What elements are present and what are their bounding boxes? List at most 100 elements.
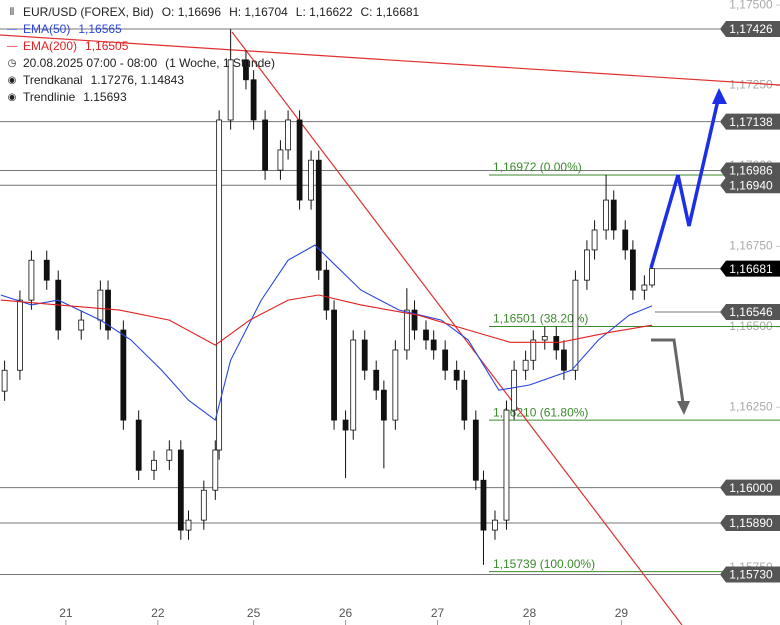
candle-body <box>641 284 648 291</box>
interval: (1 Woche, 1 Stunde) <box>165 56 275 70</box>
candle-body <box>561 349 567 371</box>
candle-body <box>511 369 518 411</box>
legend: ⫴ EUR/USD (FOREX, Bid) O: 1,16696 H: 1,1670… <box>6 4 419 106</box>
price-tag-label: 1,16000 <box>729 481 773 495</box>
price-tag-label: 1,16681 <box>729 262 773 276</box>
projection-down <box>651 338 685 404</box>
candle-body <box>342 419 349 431</box>
candle-body <box>105 289 111 331</box>
candle-body <box>492 519 498 531</box>
candle-body <box>120 329 127 421</box>
candle-body <box>572 279 579 371</box>
candle-body <box>442 349 449 371</box>
fib-label: 1,15739 (100.00%) <box>493 557 595 571</box>
candle-body <box>212 449 219 491</box>
legend-value: 1,16505 <box>85 39 129 53</box>
legend-row: ◉ Trendlinie 1.15693 <box>6 89 419 106</box>
icon: ◉ <box>7 75 17 86</box>
trend-channel-line <box>0 34 780 86</box>
candle-body <box>373 369 380 391</box>
candle-body <box>380 389 387 421</box>
candle-body <box>97 289 104 321</box>
price-tag <box>720 113 780 130</box>
legend-row: ◉ Trendkanal 1.17276, 1.14843 <box>6 72 419 89</box>
candle-body <box>553 336 560 351</box>
candle-body <box>315 159 322 271</box>
x-tick-label: 25 <box>247 606 261 620</box>
x-tick-label: 22 <box>151 606 165 620</box>
candle-body <box>522 359 529 371</box>
projection-up <box>649 99 720 269</box>
period: 20.08.2025 07:00 - 08:00 <box>23 56 158 70</box>
candle-body <box>610 199 617 231</box>
candle-body <box>350 339 357 431</box>
candle-body <box>151 459 157 471</box>
candle-body <box>177 449 184 531</box>
symbol: EUR/USD (FOREX, Bid) <box>23 5 154 19</box>
legend-row: ⫴ EUR/USD (FOREX, Bid) O: 1,16696 H: 1,1670… <box>6 4 419 21</box>
ohlc: H: 1,16704 <box>229 5 288 19</box>
candle-body <box>649 268 655 286</box>
y-tick-label: 1,17250 <box>729 78 773 92</box>
candle-body <box>28 259 35 301</box>
fib-label: 1,16501 (38.20%) <box>493 312 588 326</box>
price-tag-label: 1,17138 <box>729 115 773 129</box>
candle-body <box>472 419 479 481</box>
legend-value: 1.15693 <box>83 90 127 104</box>
candle-body <box>250 79 257 121</box>
candle-body <box>461 379 468 421</box>
ohlc: C: 1,16681 <box>360 5 420 19</box>
candle-body <box>216 119 223 451</box>
icon: ◉ <box>7 92 17 103</box>
price-tag <box>720 304 780 321</box>
price-tag <box>720 566 780 583</box>
icon: ◷ <box>7 58 17 69</box>
price-tag <box>720 260 780 277</box>
candle-body <box>277 149 284 171</box>
legend-row: — EMA(50) 1,16565 <box>6 21 419 38</box>
candle-body <box>243 59 249 81</box>
y-tick-label: 1,17500 <box>729 0 773 11</box>
candle-body <box>285 119 291 151</box>
candle-body <box>541 336 548 341</box>
arrow-head-up <box>712 88 727 104</box>
candle-body <box>503 409 510 521</box>
candle-body <box>185 519 192 531</box>
price-tag-label: 1,16940 <box>729 178 773 192</box>
price-tag-label: 1,16986 <box>729 164 773 178</box>
candle-body <box>629 249 636 291</box>
candle-body <box>78 319 85 331</box>
candle-body <box>262 119 269 171</box>
ohlc: O: 1,16696 <box>161 5 222 19</box>
candle-body <box>423 329 429 341</box>
indicator-line <box>0 244 653 422</box>
price-tag <box>720 177 780 194</box>
legend-name: EMA(50) <box>23 22 71 36</box>
trend-line <box>231 31 683 625</box>
candle-body <box>430 339 437 351</box>
y-tick-label: 1,16500 <box>729 319 773 333</box>
candle-body <box>361 339 368 371</box>
candle-body <box>584 249 590 281</box>
legend-value: 1.17276, 1.14843 <box>90 73 185 87</box>
icon: — <box>7 24 17 35</box>
x-tick-label: 26 <box>339 606 353 620</box>
candle-body <box>227 59 234 121</box>
indicator-line <box>0 294 653 346</box>
arrow-head-down <box>677 401 690 415</box>
legend-row: — EMA(200) 1,16505 <box>6 38 419 55</box>
legend-value: 1,16565 <box>78 22 122 36</box>
candle-body <box>1 369 8 392</box>
candle-body <box>411 309 418 331</box>
candle-body <box>453 369 460 381</box>
icon: ⫴ <box>9 7 15 18</box>
candle-body <box>530 339 537 361</box>
candle-body <box>331 309 337 421</box>
candle-body <box>392 349 399 421</box>
candle-body <box>403 309 410 351</box>
price-tag <box>720 479 780 496</box>
candle-body <box>323 269 330 311</box>
